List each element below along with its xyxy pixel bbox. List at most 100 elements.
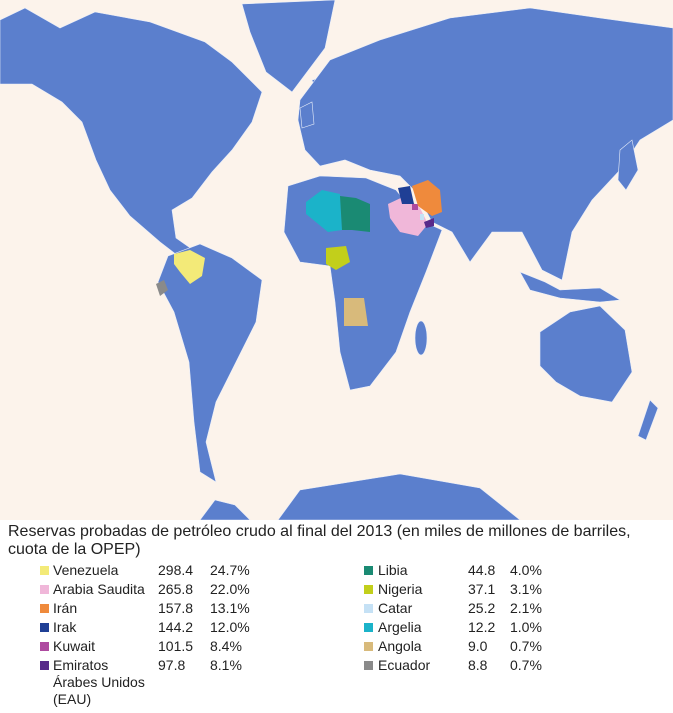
legend-country: Argelia [378, 619, 422, 635]
legend-value: 37.1 [468, 581, 496, 597]
legend-swatch [40, 661, 49, 670]
kuwait [412, 204, 418, 210]
legend-share: 8.1% [210, 657, 242, 673]
legend-item: Ecuador 8.8 0.7% [0, 657, 673, 676]
greenland [241, 0, 336, 93]
legend-country-block: Angola [378, 638, 476, 655]
legend-value: 97.8 [158, 657, 186, 673]
legend-item: Emiratos Árabes Unidos (EAU) 97.8 8.1% [0, 657, 673, 707]
legend-share: 22.0% [210, 581, 250, 597]
legend-swatch [40, 623, 49, 632]
south-america [157, 243, 263, 483]
legend-value: 9.0 [468, 638, 488, 654]
new-zealand [637, 399, 659, 441]
legend-country: Libia [378, 562, 408, 578]
algeria [306, 190, 342, 232]
legend-value: 298.4 [158, 562, 194, 578]
legend-swatch [364, 585, 373, 594]
legend-swatch [364, 642, 373, 651]
legend-swatch [364, 604, 373, 613]
legend-country: Ecuador [378, 657, 431, 673]
legend-country-abbr: (EAU) [53, 691, 92, 707]
legend-item: Irán 157.8 13.1% [0, 600, 673, 619]
legend-value: 157.8 [158, 600, 194, 616]
nigeria [326, 246, 350, 270]
opec-countries [156, 180, 442, 326]
legend-country-block: Ecuador [378, 657, 476, 674]
japan [617, 139, 639, 191]
antarctic-peninsula [199, 499, 251, 520]
madagascar [414, 320, 428, 356]
legend-country: Nigeria [378, 581, 423, 597]
legend-country: Arabia Saudita [53, 581, 145, 597]
legend-share: 2.1% [510, 600, 542, 616]
legend-title: Reservas probadas de petróleo crudo al f… [8, 523, 631, 558]
world-map [0, 0, 673, 520]
legend-item: Arabia Saudita 265.8 22.0% [0, 581, 673, 600]
legend-share: 13.1% [210, 600, 250, 616]
legend-swatch [40, 585, 49, 594]
legend-value: 8.8 [468, 657, 488, 673]
legend-share: 3.1% [510, 581, 542, 597]
indonesia [519, 271, 621, 303]
angola [344, 298, 368, 326]
legend: Reservas probadas de petróleo crudo al f… [0, 520, 673, 713]
legend-item: Irak 144.2 12.0% [0, 619, 673, 638]
legend-country-block: Catar [378, 600, 476, 617]
legend-share: 12.0% [210, 619, 250, 635]
legend-item: Nigeria 37.1 3.1% [0, 581, 673, 600]
legend-country: Emiratos Árabes Unidos [53, 657, 145, 690]
saudi-arabia [388, 196, 428, 236]
legend-country: Kuwait [53, 638, 96, 654]
legend-item: Libia 44.8 4.0% [0, 562, 673, 581]
legend-share: 4.0% [510, 562, 542, 578]
legend-country: Venezuela [53, 562, 119, 578]
legend-item: Catar 25.2 2.1% [0, 600, 673, 619]
legend-country-block: Irán [53, 600, 151, 617]
legend-swatch [40, 566, 49, 575]
australia [539, 305, 633, 403]
legend-country: Irak [53, 619, 77, 635]
legend-share: 8.4% [210, 638, 242, 654]
legend-country-block: Libia [378, 562, 476, 579]
legend-swatch [364, 566, 373, 575]
legend-value: 12.2 [468, 619, 496, 635]
legend-value: 25.2 [468, 600, 496, 616]
legend-value: 144.2 [158, 619, 194, 635]
legend-country-block: Nigeria [378, 581, 476, 598]
legend-country-block: Kuwait [53, 638, 151, 655]
uae [424, 218, 434, 228]
ecuador [156, 280, 168, 296]
legend-item: Angola 9.0 0.7% [0, 638, 673, 657]
legend-swatch [40, 642, 49, 651]
legend-item: Argelia 12.2 1.0% [0, 619, 673, 638]
qatar [420, 214, 424, 220]
legend-swatch [364, 661, 373, 670]
iraq [398, 186, 414, 204]
continents [0, 0, 673, 520]
iran [412, 180, 442, 216]
uk [299, 101, 315, 129]
legend-country: Irán [53, 600, 78, 616]
legend-share: 0.7% [510, 657, 542, 673]
legend-share: 0.7% [510, 638, 542, 654]
legend-item: Kuwait 101.5 8.4% [0, 638, 673, 657]
legend-country-block: Emiratos Árabes Unidos (EAU) [53, 657, 151, 708]
legend-value: 44.8 [468, 562, 496, 578]
legend-item: Venezuela 298.4 24.7% [0, 562, 673, 581]
legend-share: 1.0% [510, 619, 542, 635]
legend-country-block: Arabia Saudita [53, 581, 151, 598]
legend-swatch [40, 604, 49, 613]
legend-country-block: Venezuela [53, 562, 151, 579]
legend-country: Catar [378, 600, 413, 616]
venezuela [174, 250, 205, 284]
legend-swatch [364, 623, 373, 632]
eurasia [297, 7, 673, 281]
legend-value: 101.5 [158, 638, 194, 654]
legend-country: Angola [378, 638, 422, 654]
legend-value: 265.8 [158, 581, 194, 597]
legend-country-block: Irak [53, 619, 151, 636]
libya [340, 196, 370, 232]
legend-share: 24.7% [210, 562, 250, 578]
north-america [0, 7, 263, 263]
